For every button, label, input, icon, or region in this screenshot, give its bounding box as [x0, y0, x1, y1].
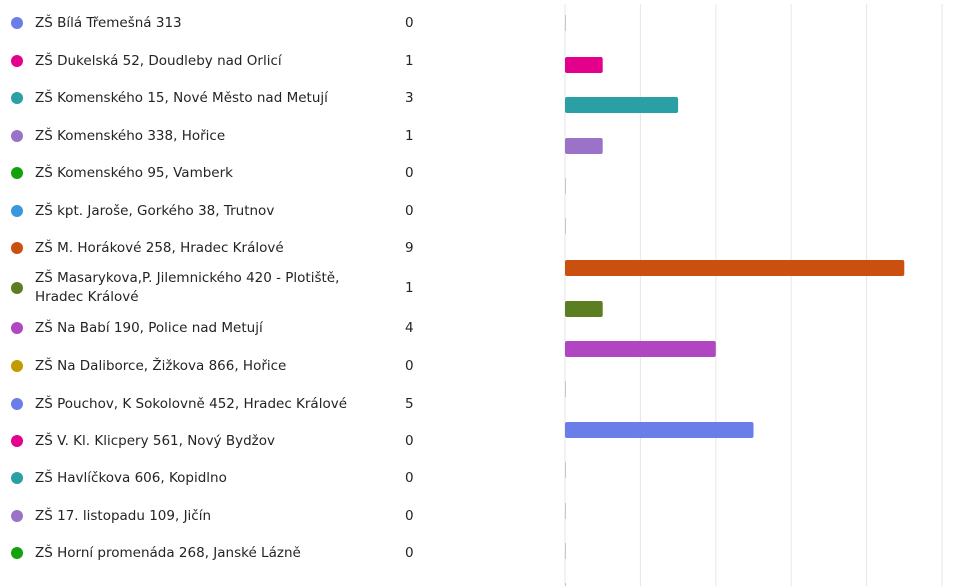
legend-row: ZŠ Dukelská 52, Doudleby nad Orlicí 1 [11, 46, 431, 76]
category-label: ZŠ V. Kl. Klicpery 561, Nový Bydžov [35, 432, 275, 449]
category-label: ZŠ Na Babí 190, Police nad Metují [35, 319, 263, 336]
category-label: ZŠ kpt. Jaroše, Gorkého 38, Trutnov [35, 202, 275, 219]
value-label: 0 [405, 164, 414, 181]
category-label: ZŠ Pouchov, K Sokolovně 452, Hradec Král… [35, 395, 348, 412]
bar[interactable] [565, 301, 603, 317]
bar[interactable] [565, 218, 566, 234]
legend-row: ZŠ Na Babí 190, Police nad Metují 4 [11, 313, 431, 343]
category-label: ZŠ Dukelská 52, Doudleby nad Orlicí [35, 52, 282, 69]
value-label: 3 [405, 89, 414, 106]
category-label: ZŠ Horní promenáda 268, Janské Lázně [35, 544, 301, 561]
legend-row: ZŠ Masarykova,P. Jilemnického 420 - Plot… [11, 270, 431, 305]
legend-swatch [11, 242, 23, 254]
bar[interactable] [565, 57, 603, 73]
legend-row: ZŠ Na Daliborce, Žižkova 866, Hořice 0 [11, 351, 431, 381]
legend-swatch [11, 130, 23, 142]
value-label: 0 [405, 357, 414, 374]
value-label: 5 [405, 395, 414, 412]
bar[interactable] [565, 381, 566, 397]
value-label: 0 [405, 507, 414, 524]
legend-swatch [11, 55, 23, 67]
legend-swatch [11, 205, 23, 217]
bar[interactable] [565, 503, 566, 519]
bar[interactable] [565, 462, 566, 478]
value-label: 0 [405, 14, 414, 31]
bar[interactable] [565, 260, 905, 276]
category-label: ZŠ Bílá Třemešná 313 [35, 14, 182, 31]
legend-row: ZŠ V. Kl. Klicpery 561, Nový Bydžov 0 [11, 426, 431, 456]
value-label: 0 [405, 202, 414, 219]
legend-swatch [11, 435, 23, 447]
category-label: ZŠ Komenského 95, Vamberk [35, 164, 233, 181]
value-label: 1 [405, 279, 414, 296]
legend-swatch [11, 282, 23, 294]
legend-row: ZŠ Horní promenáda 268, Janské Lázně 0 [11, 538, 431, 568]
legend-swatch [11, 92, 23, 104]
legend-row: ZŠ Komenského 338, Hořice 1 [11, 121, 431, 151]
category-label: ZŠ 17. listopadu 109, Jičín [35, 507, 212, 524]
legend-swatch [11, 510, 23, 522]
legend-swatch [11, 398, 23, 410]
bar[interactable] [565, 138, 603, 154]
bar[interactable] [565, 341, 716, 357]
value-label: 1 [405, 52, 414, 69]
legend-swatch [11, 472, 23, 484]
value-label: 0 [405, 432, 414, 449]
value-label: 4 [405, 319, 414, 336]
legend-swatch [11, 360, 23, 372]
bar[interactable] [565, 543, 566, 559]
value-label: 0 [405, 469, 414, 486]
category-label: ZŠ Havlíčkova 606, Kopidlno [35, 469, 227, 486]
legend-row: ZŠ Havlíčkova 606, Kopidlno 0 [11, 463, 431, 493]
category-label: ZŠ Komenského 15, Nové Město nad Metují [35, 89, 328, 106]
category-label: ZŠ Masarykova,P. Jilemnického 420 - Plot… [35, 270, 340, 305]
category-label: ZŠ M. Horákové 258, Hradec Králové [35, 239, 284, 256]
value-label: 9 [405, 239, 414, 256]
legend-row: ZŠ kpt. Jaroše, Gorkého 38, Trutnov 0 [11, 196, 431, 226]
bar[interactable] [565, 178, 566, 194]
value-label: 0 [405, 544, 414, 561]
legend-swatch [11, 322, 23, 334]
legend-row: ZŠ Bílá Třemešná 313 0 [11, 8, 431, 38]
bar[interactable] [565, 422, 754, 438]
legend-row: ZŠ M. Horákové 258, Hradec Králové 9 [11, 233, 431, 263]
bar[interactable] [565, 97, 679, 113]
legend-row: ZŠ Pouchov, K Sokolovně 452, Hradec Král… [11, 389, 431, 419]
bar[interactable] [565, 583, 566, 586]
category-label: ZŠ Na Daliborce, Žižkova 866, Hořice [35, 357, 287, 374]
value-label: 1 [405, 127, 414, 144]
legend-swatch [11, 167, 23, 179]
legend-row: ZŠ Komenského 15, Nové Město nad Metují 3 [11, 83, 431, 113]
legend-row: ZŠ 17. listopadu 109, Jičín 0 [11, 501, 431, 531]
legend-row: ZŠ Komenského 95, Vamberk 0 [11, 158, 431, 188]
category-label: ZŠ Komenského 338, Hořice [35, 127, 226, 144]
legend-swatch [11, 17, 23, 29]
legend-swatch [11, 547, 23, 559]
bar[interactable] [565, 15, 566, 31]
